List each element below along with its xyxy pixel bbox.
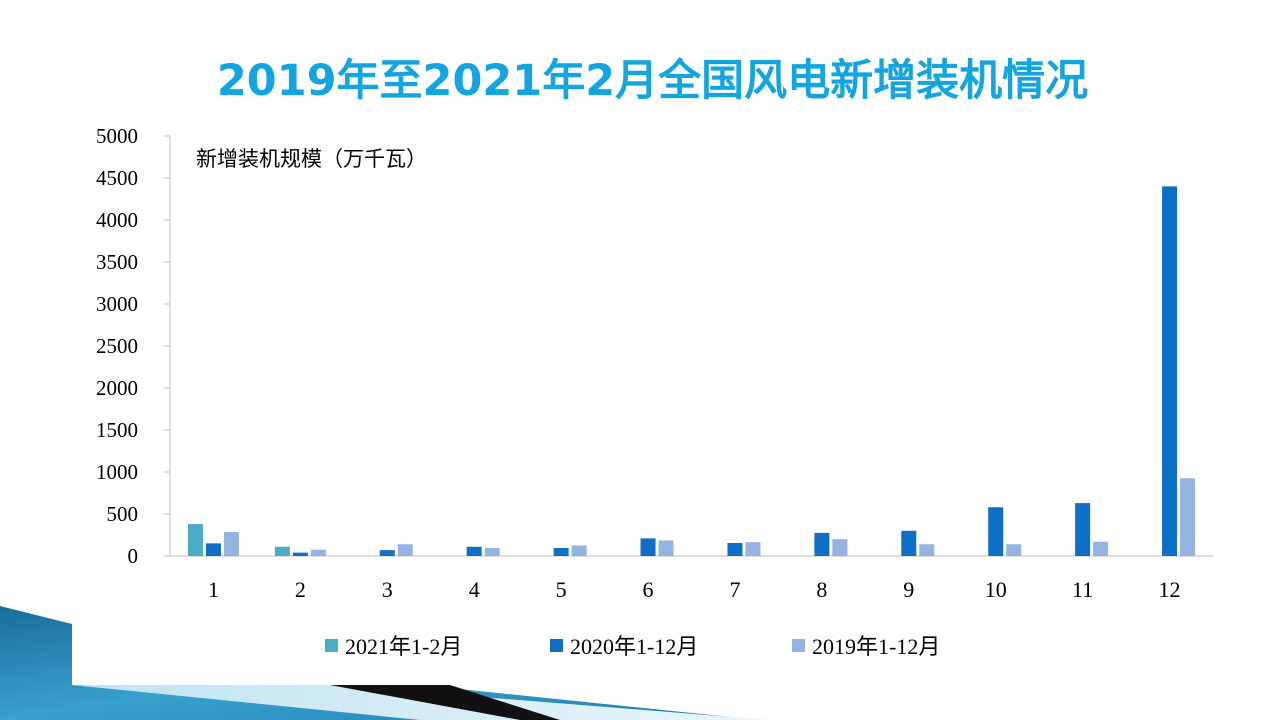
- x-tick-label: 5: [556, 577, 567, 602]
- y-tick-label: 0: [128, 544, 139, 568]
- legend-swatch: [792, 639, 805, 652]
- bar-2020-month-2: [292, 552, 308, 556]
- bar-2020-month-8: [814, 532, 830, 556]
- bar-2019-month-10: [1006, 544, 1022, 556]
- bars: [187, 186, 1196, 556]
- x-tick-label: 2: [295, 577, 306, 602]
- legend-item: 2020年1-12月: [550, 634, 698, 659]
- x-tick-label: 6: [643, 577, 654, 602]
- x-tick-label: 9: [903, 577, 914, 602]
- bar-2019-month-12: [1180, 478, 1196, 556]
- bar-2020-month-10: [988, 507, 1004, 556]
- bar-2020-month-4: [466, 546, 482, 556]
- y-tick-label: 1000: [96, 460, 138, 484]
- legend-swatch: [550, 639, 563, 652]
- bar-2019-month-9: [919, 544, 935, 556]
- bar-2019-month-2: [310, 549, 326, 556]
- legend-item: 2019年1-12月: [792, 634, 940, 659]
- bar-2020-month-5: [553, 548, 569, 556]
- bar-2019-month-5: [571, 545, 587, 556]
- bar-2019-month-3: [397, 544, 413, 556]
- bar-2020-month-6: [640, 538, 656, 556]
- legend-item: 2021年1-2月: [325, 634, 462, 659]
- x-tick-label: 10: [985, 577, 1007, 602]
- x-tick-label: 11: [1072, 577, 1093, 602]
- bar-2019-month-6: [658, 540, 674, 556]
- y-tick-label: 500: [107, 502, 139, 526]
- y-axis-unit-label: 新增装机规模（万千瓦）: [196, 147, 427, 171]
- bar-2019-month-8: [832, 539, 848, 556]
- x-tick-label: 8: [816, 577, 827, 602]
- bar-2021-month-2: [274, 546, 290, 556]
- legend-label: 2020年1-12月: [570, 634, 698, 659]
- chart-panel: [72, 120, 1280, 685]
- bar-2019-month-11: [1093, 541, 1109, 556]
- bar-2020-month-1: [205, 543, 221, 556]
- y-tick-label: 3500: [96, 250, 138, 274]
- x-axis: 1 2 3 4 5 6 7 8 9 10 11 12: [170, 555, 1213, 602]
- bar-2020-month-7: [727, 542, 743, 556]
- bar-2020-month-12: [1162, 186, 1178, 556]
- legend-label: 2021年1-2月: [345, 634, 462, 659]
- x-tick-label: 4: [469, 577, 480, 602]
- slide-title: 2019年至2021年2月全国风电新增装机情况: [216, 56, 1089, 106]
- y-tick-label: 1500: [96, 418, 138, 442]
- y-axis: 0 500 1000 1500 2000 2500 3000 3500 4000 4500 5000: [96, 124, 171, 568]
- y-tick-label: 2000: [96, 376, 138, 400]
- y-tick-label: 2500: [96, 334, 138, 358]
- bar-2019-month-4: [484, 548, 500, 556]
- x-tick-label: 12: [1159, 577, 1181, 602]
- legend: 2021年1-2月 2020年1-12月 2019年1-12月: [325, 634, 940, 659]
- pale-stripe: [72, 685, 770, 720]
- y-tick-label: 3000: [96, 292, 138, 316]
- bar-2019-month-1: [223, 532, 239, 556]
- x-tick-label: 1: [208, 577, 219, 602]
- y-tick-label: 4000: [96, 208, 138, 232]
- corner-decoration: [0, 606, 770, 720]
- legend-label: 2019年1-12月: [812, 634, 940, 659]
- bar-2019-month-7: [745, 542, 761, 556]
- bar-2020-month-11: [1075, 503, 1091, 556]
- x-tick-label: 3: [382, 577, 393, 602]
- x-tick-label: 7: [729, 577, 740, 602]
- bar-2020-month-9: [901, 530, 917, 556]
- y-tick-label: 5000: [96, 124, 138, 148]
- dark-wedge: [330, 685, 560, 720]
- legend-swatch: [325, 639, 338, 652]
- y-tick-label: 4500: [96, 166, 138, 190]
- bar-2021-month-1: [187, 524, 203, 556]
- bar-2020-month-3: [379, 550, 395, 556]
